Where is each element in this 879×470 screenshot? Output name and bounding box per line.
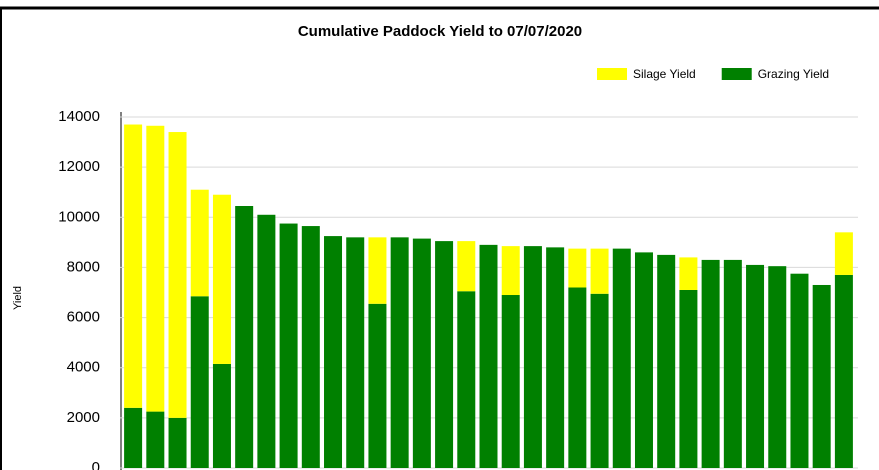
bar-segment (634, 252, 653, 468)
bar-segment (457, 291, 476, 468)
bar-segment (568, 248, 587, 288)
bar-segment (346, 237, 365, 468)
bar-segment (834, 232, 853, 275)
y-tick-label: 4000 (67, 359, 100, 376)
bar-segment (368, 303, 387, 468)
bar-segment (212, 363, 231, 468)
bar-segment (257, 214, 276, 468)
bar-segment (612, 248, 631, 468)
legend-label: Grazing Yield (758, 67, 829, 81)
y-tick-label: 12000 (58, 158, 100, 175)
bar-segment (701, 259, 720, 468)
bar-segment (590, 293, 609, 468)
y-tick-label: 14000 (58, 108, 100, 125)
bar-segment (723, 259, 742, 468)
bar-segment (768, 266, 787, 468)
legend-swatch (597, 68, 627, 80)
bar-segment (590, 248, 609, 294)
bar-segment (146, 411, 165, 468)
y-tick-label: 0 (92, 459, 100, 470)
bar-segment (146, 125, 165, 412)
bar-segment (124, 124, 143, 408)
legend-label: Silage Yield (633, 67, 696, 81)
bar-segment (679, 257, 698, 290)
bar-segment (435, 241, 454, 468)
bar-segment (390, 237, 409, 468)
bar-segment (168, 417, 187, 468)
bar-segment (412, 238, 431, 468)
bar-segment (501, 295, 520, 468)
bar-segment (834, 274, 853, 468)
chart-title: Cumulative Paddock Yield to 07/07/2020 (298, 23, 582, 40)
bar-segment (279, 223, 298, 468)
bar-segment (501, 246, 520, 296)
bar-segment (368, 237, 387, 304)
bar-segment (324, 236, 343, 468)
bar-segment (124, 407, 143, 468)
bar-segment (301, 226, 320, 468)
bar-segment (546, 247, 565, 468)
bar-segment (679, 289, 698, 468)
bar-segment (523, 246, 542, 468)
bar-segment (746, 264, 765, 468)
bar-segment (190, 189, 209, 297)
y-tick-label: 6000 (67, 309, 100, 326)
bar-segment (457, 241, 476, 292)
bar-segment (235, 206, 254, 468)
y-tick-label: 8000 (67, 258, 100, 275)
bar-segment (568, 287, 587, 468)
legend-swatch (721, 68, 752, 80)
y-axis-label: Yield (12, 286, 24, 310)
y-tick-label: 2000 (67, 409, 100, 426)
bar-segment (812, 284, 831, 468)
bar-segment (657, 254, 676, 468)
bar-segment (190, 296, 209, 468)
y-tick-label: 10000 (58, 208, 100, 225)
bar-segment (168, 132, 187, 418)
bar-segment (790, 273, 809, 468)
bar-segment (479, 244, 498, 468)
bar-segment (212, 194, 231, 364)
